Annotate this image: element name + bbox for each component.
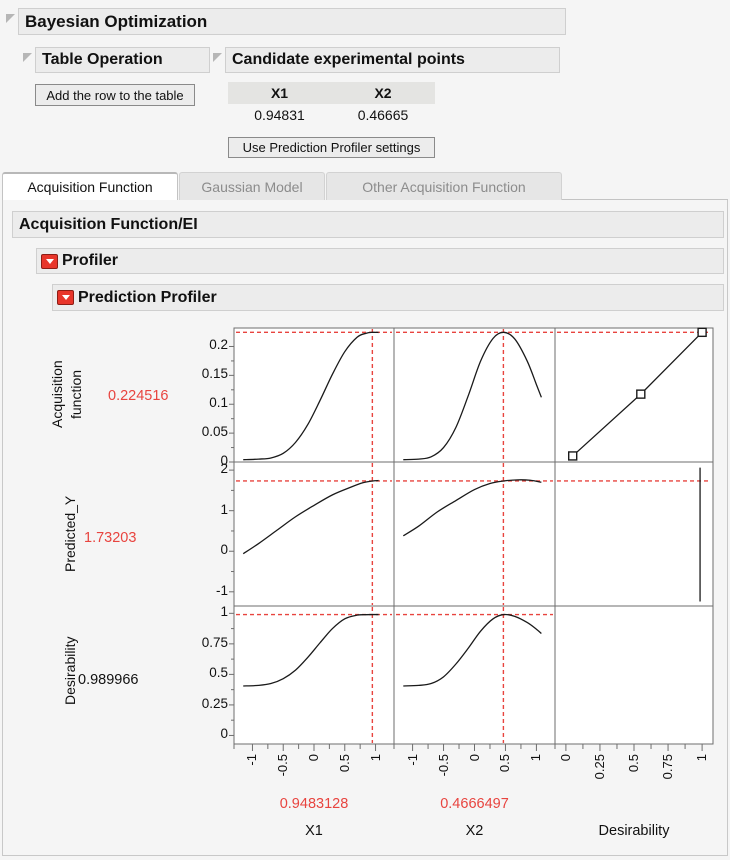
candidate-points-title: Candidate experimental points [232, 51, 465, 68]
candidate-points-table: X1 X2 0.94831 0.46665 [228, 82, 443, 123]
table-operation-disclosure-icon[interactable] [23, 53, 32, 62]
column-header-x1: X1 [228, 82, 331, 104]
candidate-points-disclosure-icon[interactable] [213, 53, 222, 62]
column-current-value[interactable]: 0.9483128 [279, 796, 349, 812]
tab-gaussian-model[interactable]: Gaussian Model [179, 172, 325, 201]
prediction-profiler-header: Prediction Profiler [52, 284, 724, 311]
row-current-value[interactable]: 0.224516 [108, 388, 169, 404]
bayesian-optimization-header: Bayesian Optimization [18, 8, 566, 35]
cell-x2-value: 0.46665 [357, 107, 409, 123]
cell-x1-value: 0.94831 [254, 107, 305, 123]
bayesian-optimization-disclosure-icon[interactable] [6, 14, 15, 23]
acquisition-function-header: Acquisition Function/EI [12, 211, 724, 238]
window-title: Bayesian Optimization [25, 11, 208, 31]
column-header-x2: X2 [331, 82, 435, 104]
table-header-row: X1 X2 [228, 82, 443, 104]
tab-strip: Acquisition Function Gaussian Model Othe… [2, 172, 728, 201]
row-current-value[interactable]: 1.73203 [84, 530, 137, 546]
prediction-profiler-title: Prediction Profiler [78, 288, 217, 306]
candidate-points-header: Candidate experimental points [225, 47, 560, 73]
tab-acquisition-function[interactable]: Acquisition Function [2, 172, 178, 201]
add-row-to-table-button[interactable]: Add the row to the table [35, 84, 195, 106]
acquisition-function-title: Acquisition Function/EI [19, 215, 198, 233]
profiler-title: Profiler [62, 252, 119, 269]
use-prediction-profiler-settings-button[interactable]: Use Prediction Profiler settings [228, 137, 435, 158]
profiler-menu-icon[interactable] [41, 253, 58, 269]
table-operation-header: Table Operation [35, 47, 210, 73]
prediction-profiler-menu-icon[interactable] [57, 290, 74, 305]
row-current-value[interactable]: 0.989966 [78, 672, 139, 688]
profiler-header: Profiler [36, 248, 724, 274]
table-row: 0.94831 0.46665 [228, 104, 443, 123]
column-current-value[interactable]: 0.4666497 [440, 796, 509, 812]
tab-other-acquisition-function[interactable]: Other Acquisition Function [326, 172, 562, 201]
table-operation-title: Table Operation [42, 51, 163, 68]
